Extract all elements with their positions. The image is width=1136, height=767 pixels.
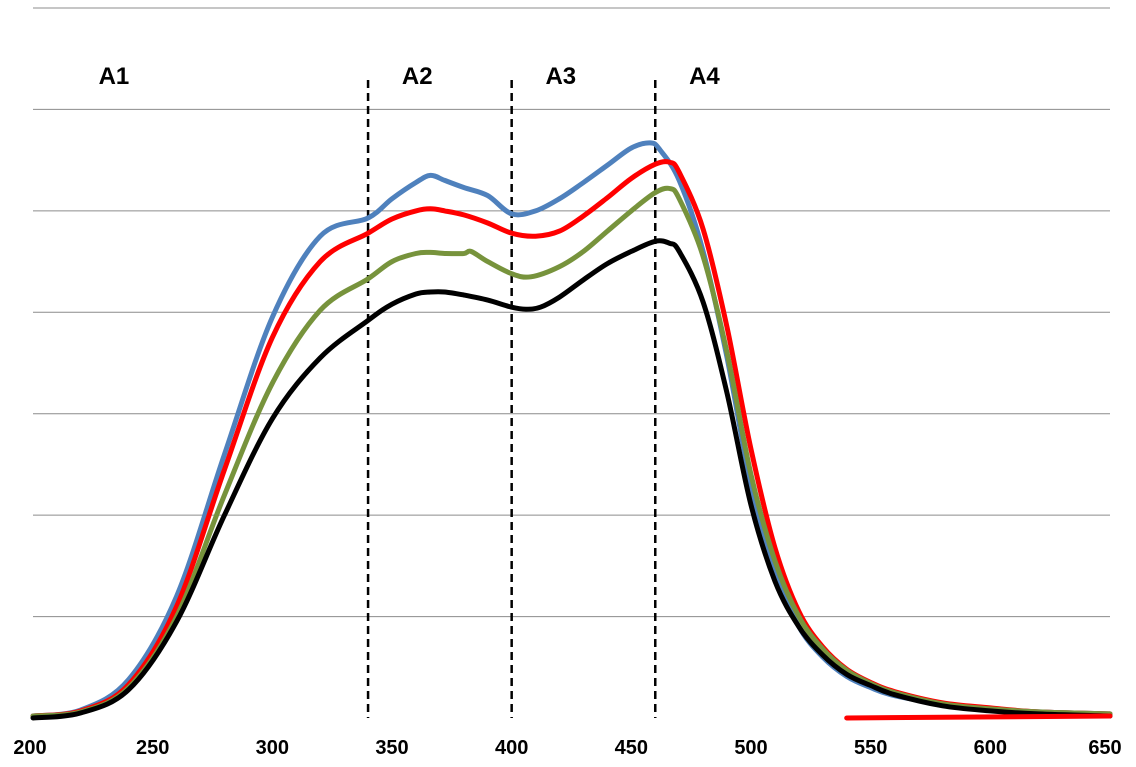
x-tick-label: 650: [1088, 737, 1121, 759]
x-tick-label: 600: [974, 737, 1007, 759]
series-line-5: [844, 713, 1113, 721]
grid-layer: [33, 7, 1110, 618]
x-tick-label: 550: [854, 737, 887, 759]
series-line-3: [30, 185, 1113, 719]
x-tick-label: 400: [495, 737, 528, 759]
series-line-4: [30, 238, 1113, 721]
series-layer: [30, 140, 1113, 721]
region-label: A4: [689, 63, 720, 90]
x-tick-label: 450: [615, 737, 648, 759]
region-divider-layer: [366, 80, 657, 718]
x-tick-label: 200: [13, 737, 46, 759]
region-label: A1: [99, 63, 130, 90]
x-tick-label: 300: [256, 737, 289, 759]
x-tick-label: 250: [136, 737, 169, 759]
series-line-2: [30, 159, 1113, 719]
region-label: A3: [545, 63, 576, 90]
x-tick-label: 500: [734, 737, 767, 759]
x-tick-label: 350: [375, 737, 408, 759]
region-label: A2: [402, 63, 433, 90]
series-line-1: [30, 140, 1113, 719]
label-layer: A1 A2 A3 A4: [99, 63, 721, 90]
x-tick-label-layer: 200 250 300 350 400 450 500 550 600 650: [13, 737, 1121, 759]
